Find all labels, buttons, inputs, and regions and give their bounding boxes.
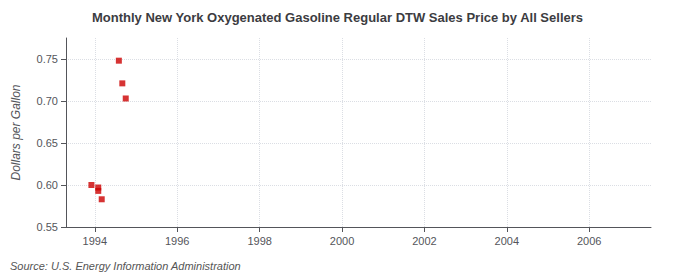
svg-text:2000: 2000 [330, 235, 354, 247]
svg-text:1998: 1998 [247, 235, 271, 247]
svg-text:2002: 2002 [412, 235, 436, 247]
svg-text:1994: 1994 [83, 235, 107, 247]
svg-text:2006: 2006 [577, 235, 601, 247]
svg-text:2004: 2004 [495, 235, 519, 247]
svg-text:Monthly New York Oxygenated Ga: Monthly New York Oxygenated Gasoline Reg… [92, 10, 583, 25]
svg-text:Dollars per Gallon: Dollars per Gallon [9, 84, 23, 180]
svg-text:1996: 1996 [165, 235, 189, 247]
svg-text:0.60: 0.60 [37, 179, 58, 191]
svg-text:0.75: 0.75 [37, 53, 58, 65]
svg-text:0.55: 0.55 [37, 221, 58, 233]
svg-text:0.70: 0.70 [37, 95, 58, 107]
svg-text:Source: U.S. Energy Informatio: Source: U.S. Energy Information Administ… [10, 260, 241, 272]
svg-text:0.65: 0.65 [37, 137, 58, 149]
